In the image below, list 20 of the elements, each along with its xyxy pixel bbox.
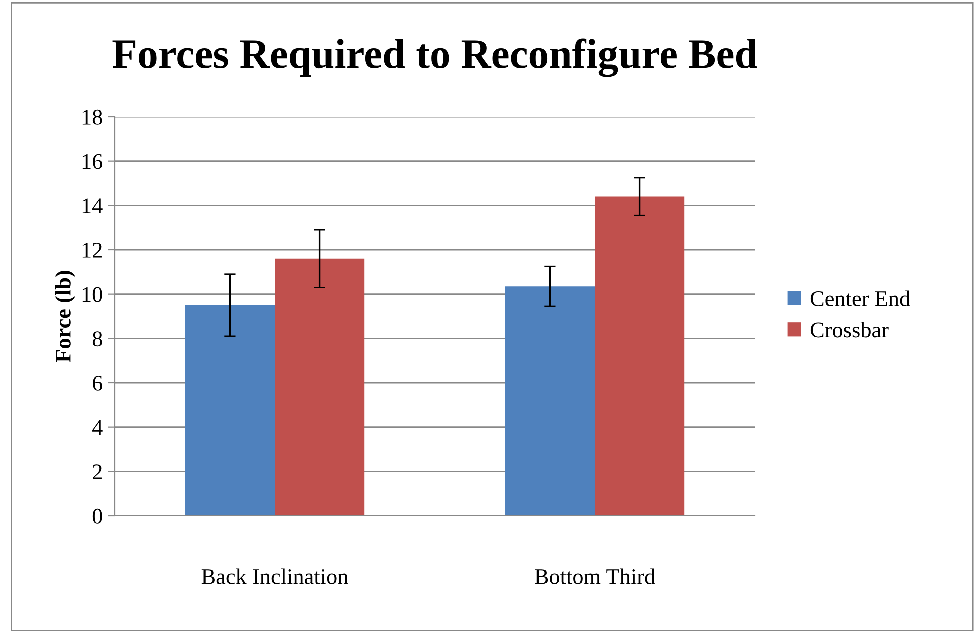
y-axis-title: Force (lb) <box>55 271 76 363</box>
bar <box>275 258 365 516</box>
y-tick-label: 4 <box>92 420 103 436</box>
y-tick-label: 6 <box>93 376 103 391</box>
bar <box>185 305 275 516</box>
legend-label: Center End <box>810 290 910 306</box>
y-tick-label: 18 <box>82 110 102 125</box>
y-tick-label: 8 <box>92 332 102 347</box>
y-tick-label: 12 <box>82 242 102 258</box>
bar <box>595 196 685 516</box>
y-tick-label: 10 <box>82 287 102 302</box>
x-tick-label: Bottom Third <box>535 568 656 584</box>
y-tick-label: 2 <box>93 464 102 480</box>
y-tick-label: 14 <box>82 198 103 214</box>
chart-title: Forces Required to Reconfigure Bed <box>112 38 758 78</box>
bar <box>505 286 595 516</box>
legend-label: Crossbar <box>810 322 889 338</box>
x-tick-label: Back Inclination <box>202 568 348 584</box>
y-tick-label: 0 <box>92 508 102 524</box>
y-tick-label: 16 <box>82 154 103 170</box>
